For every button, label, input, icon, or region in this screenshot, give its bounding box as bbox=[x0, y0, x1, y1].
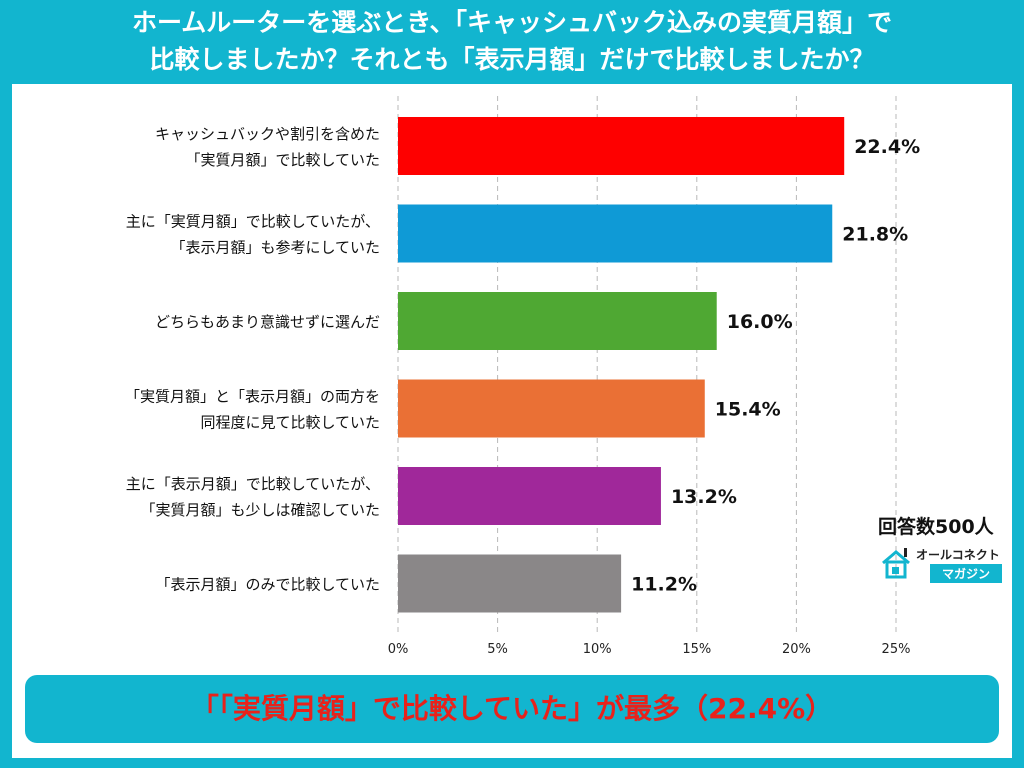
data-label: 13.2% bbox=[671, 486, 737, 508]
x-tick-label: 5% bbox=[487, 642, 508, 657]
bar-chart: 0% 5% 10% 15% 20% 25% 22.4% キャッシュバックや割引を含めた「実質月… bbox=[125, 96, 920, 657]
source-badge: 回答数500人 オールコネクト マガジン bbox=[866, 512, 1016, 583]
data-label: 11.2% bbox=[631, 574, 697, 596]
title-line-1: ホームルーターを選ぶとき、「キャッシュバック込みの実質月額」で bbox=[131, 8, 892, 37]
x-tick-label: 25% bbox=[882, 642, 911, 657]
x-tick-label: 20% bbox=[782, 642, 811, 657]
data-label: 16.0% bbox=[727, 311, 793, 333]
category-label: 「表示月額」のみで比較していた bbox=[155, 576, 380, 594]
bar bbox=[398, 292, 717, 350]
category-label: 「実質月額」も少しは確認していた bbox=[140, 501, 380, 519]
bar bbox=[398, 204, 833, 263]
bar bbox=[398, 117, 845, 175]
category-label: 「表示月額」も参考にしていた bbox=[170, 239, 380, 257]
category-label: 主に「表示月額」で比較していたが、 bbox=[126, 475, 380, 493]
brand-logo: オールコネクト マガジン bbox=[880, 546, 1020, 586]
bar bbox=[398, 379, 705, 438]
title-line-2: 比較しましたか？それとも「表示月額」だけで比較しましたか？ bbox=[149, 45, 875, 74]
x-tick-label: 0% bbox=[388, 642, 409, 657]
data-label: 22.4% bbox=[854, 136, 920, 158]
category-label: 「実質月額」と「表示月額」の両方を bbox=[125, 388, 380, 406]
house-icon bbox=[882, 548, 910, 579]
x-tick-label: 10% bbox=[583, 642, 612, 657]
chart-title: ホームルーターを選ぶとき、「キャッシュバック込みの実質月額」で 比較しましたか？… bbox=[0, 4, 1024, 78]
summary-banner-text: 「「実質月額」で比較していた」が最多（22.4%） bbox=[190, 692, 834, 725]
category-label: 主に「実質月額」で比較していたが、 bbox=[126, 213, 380, 231]
bar bbox=[398, 554, 622, 613]
respondents-count: 回答数500人 bbox=[878, 516, 994, 538]
data-label: 21.8% bbox=[842, 224, 908, 246]
summary-banner: 「「実質月額」で比較していた」が最多（22.4%） bbox=[25, 675, 999, 743]
bar bbox=[398, 467, 661, 525]
category-label: どちらもあまり意識せずに選んだ bbox=[155, 313, 380, 331]
x-tick-label: 15% bbox=[682, 642, 711, 657]
category-label: 「実質月額」で比較していた bbox=[185, 151, 380, 169]
category-label: キャッシュバックや割引を含めた bbox=[155, 125, 380, 143]
data-label: 15.4% bbox=[715, 399, 781, 421]
chart-panel: 0% 5% 10% 15% 20% 25% 22.4% キャッシュバックや割引を含めた「実質月… bbox=[12, 84, 1012, 758]
brand-name: オールコネクト bbox=[916, 548, 1000, 562]
brand-subtitle: マガジン bbox=[930, 564, 1003, 583]
category-label: 同程度に見て比較していた bbox=[200, 414, 380, 432]
